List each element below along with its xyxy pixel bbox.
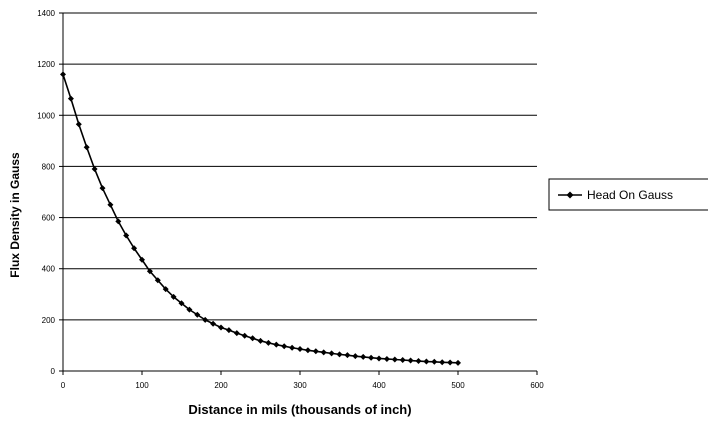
y-tick-label: 1200 bbox=[37, 60, 55, 69]
data-point-marker bbox=[439, 359, 446, 366]
grid-lines bbox=[59, 12, 538, 375]
data-point-marker bbox=[233, 330, 240, 337]
data-point-marker bbox=[312, 348, 319, 355]
x-tick-label: 0 bbox=[61, 381, 66, 390]
data-point-marker bbox=[297, 346, 303, 353]
data-point-marker bbox=[60, 71, 66, 78]
data-point-marker bbox=[455, 359, 461, 366]
data-point-marker bbox=[423, 358, 430, 365]
data-point-marker bbox=[170, 293, 177, 300]
x-tick-label: 200 bbox=[214, 381, 228, 390]
data-point-marker bbox=[383, 355, 390, 362]
data-point-marker bbox=[178, 300, 185, 307]
x-tick-label: 300 bbox=[293, 381, 307, 390]
data-point-marker bbox=[146, 268, 153, 275]
data-point-marker bbox=[344, 352, 351, 359]
data-point-marker bbox=[391, 356, 398, 363]
data-point-marker bbox=[368, 354, 375, 361]
y-tick-label: 0 bbox=[51, 367, 56, 376]
data-point-marker bbox=[257, 337, 264, 344]
data-point-marker bbox=[431, 358, 438, 365]
data-point-marker bbox=[83, 144, 90, 151]
series-group bbox=[60, 71, 461, 366]
x-tick-label: 100 bbox=[135, 381, 149, 390]
x-tick-label: 500 bbox=[451, 381, 465, 390]
data-point-marker bbox=[186, 306, 193, 313]
data-point-marker bbox=[399, 357, 406, 364]
data-point-marker bbox=[360, 353, 367, 360]
data-point-marker bbox=[289, 344, 296, 351]
data-point-marker bbox=[202, 316, 209, 323]
y-tick-label: 200 bbox=[42, 316, 56, 325]
data-point-marker bbox=[273, 341, 280, 348]
legend-label: Head On Gauss bbox=[587, 188, 673, 202]
data-point-marker bbox=[123, 232, 130, 239]
data-point-marker bbox=[131, 245, 138, 252]
data-point-marker bbox=[194, 311, 201, 318]
data-point-marker bbox=[376, 355, 382, 362]
data-point-marker bbox=[210, 320, 217, 327]
legend-marker-swatch bbox=[566, 191, 574, 199]
y-tick-labels: 0 200 400 600 800 1000 1200 1400 bbox=[37, 9, 55, 376]
data-point-marker bbox=[328, 350, 335, 357]
data-point-marker bbox=[162, 286, 169, 293]
y-tick-label: 1400 bbox=[37, 9, 55, 18]
data-point-marker bbox=[447, 359, 454, 366]
y-tick-label: 600 bbox=[42, 214, 56, 223]
y-tick-label: 1000 bbox=[37, 111, 55, 120]
x-tick-label: 600 bbox=[530, 381, 544, 390]
data-point-marker bbox=[265, 339, 272, 346]
data-point-marker bbox=[304, 347, 311, 354]
data-point-marker bbox=[107, 201, 114, 208]
data-point-marker bbox=[154, 277, 161, 284]
legend: Head On Gauss bbox=[548, 178, 708, 211]
data-point-marker bbox=[139, 256, 145, 263]
data-point-marker bbox=[241, 332, 248, 339]
y-tick-label: 400 bbox=[42, 265, 56, 274]
x-axis-title: Distance in mils (thousands of inch) bbox=[188, 402, 411, 417]
data-point-marker bbox=[225, 327, 232, 334]
data-point-marker bbox=[99, 185, 106, 192]
data-point-marker bbox=[407, 357, 414, 364]
data-point-marker bbox=[91, 165, 98, 172]
y-axis-title: Flux Density in Gauss bbox=[8, 152, 22, 278]
data-point-marker bbox=[320, 349, 327, 356]
data-point-marker bbox=[249, 335, 256, 342]
data-point-marker bbox=[115, 218, 122, 225]
data-point-marker bbox=[352, 353, 359, 360]
data-point-marker bbox=[75, 121, 82, 128]
data-point-marker bbox=[281, 343, 288, 350]
y-tick-label: 800 bbox=[42, 162, 56, 171]
data-point-marker bbox=[415, 358, 422, 365]
x-tick-labels: 0 100 200 300 400 500 600 bbox=[61, 381, 544, 390]
data-point-marker bbox=[67, 95, 74, 102]
data-point-marker bbox=[218, 324, 224, 331]
x-tick-label: 400 bbox=[372, 381, 386, 390]
data-point-marker bbox=[336, 351, 343, 358]
